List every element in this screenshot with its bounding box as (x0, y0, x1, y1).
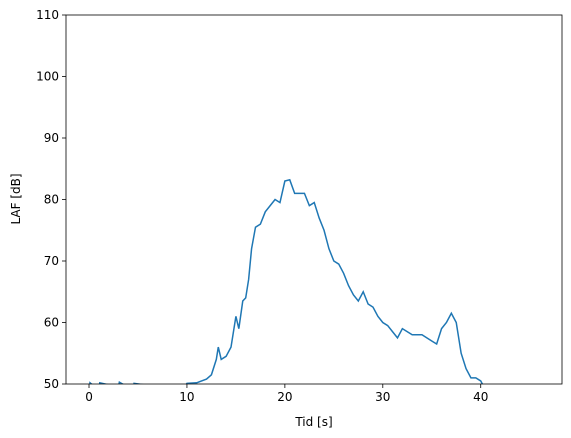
y-tick-label: 70 (44, 254, 59, 268)
y-tick-label: 80 (44, 193, 59, 207)
y-tick-label: 60 (44, 316, 59, 330)
x-tick-label: 10 (179, 390, 194, 404)
x-axis-label: Tid [s] (294, 415, 332, 429)
y-axis-label: LAF [dB] (9, 173, 23, 224)
line-series (89, 178, 484, 384)
x-tick-label: 0 (85, 390, 93, 404)
y-tick-label: 90 (44, 131, 59, 145)
y-tick-label: 50 (44, 377, 59, 391)
y-tick-label: 100 (36, 70, 59, 84)
y-tick-label: 110 (36, 8, 59, 22)
plot-frame (65, 14, 563, 385)
x-tick-label: 30 (375, 390, 390, 404)
x-tick-label: 40 (473, 390, 488, 404)
x-tick-label: 20 (277, 390, 292, 404)
